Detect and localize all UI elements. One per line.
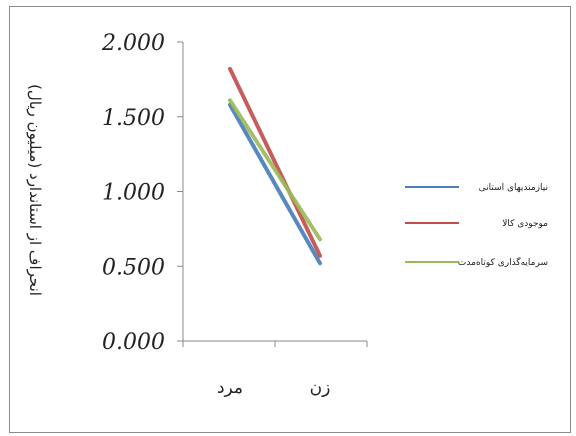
y-tick-label: 1.500 <box>102 106 165 131</box>
y-tick-label: 0.500 <box>102 255 165 280</box>
chart-frame <box>9 6 571 433</box>
y-axis-label: انحراف از استاندارد (میلیون ریال) <box>26 84 44 296</box>
y-tick-label: 2.000 <box>101 31 165 56</box>
legend: نیازمندیهای استانی موجودی کالا سرمایه‌گذار… <box>405 183 548 268</box>
x-category-label: زن <box>310 378 331 398</box>
y-tick-label: 0.000 <box>102 330 165 355</box>
x-ticks: مرد زن <box>182 341 368 398</box>
legend-label-3: سرمایه‌گذاری کوتاه‌مدت <box>458 256 548 268</box>
y-tick-label: 1.000 <box>102 181 165 206</box>
legend-label-1: نیازمندیهای استانی <box>479 183 548 193</box>
series-line-3 <box>228 98 322 242</box>
series-lines <box>228 66 322 266</box>
y-ticks: 0.000 0.500 1.000 1.500 2.000 <box>101 31 183 355</box>
series-line-1 <box>228 102 322 266</box>
series-line-2 <box>228 66 322 258</box>
x-category-label: مرد <box>217 378 243 398</box>
legend-label-2: موجودی کالا <box>502 219 548 229</box>
chart-axes <box>182 42 367 342</box>
